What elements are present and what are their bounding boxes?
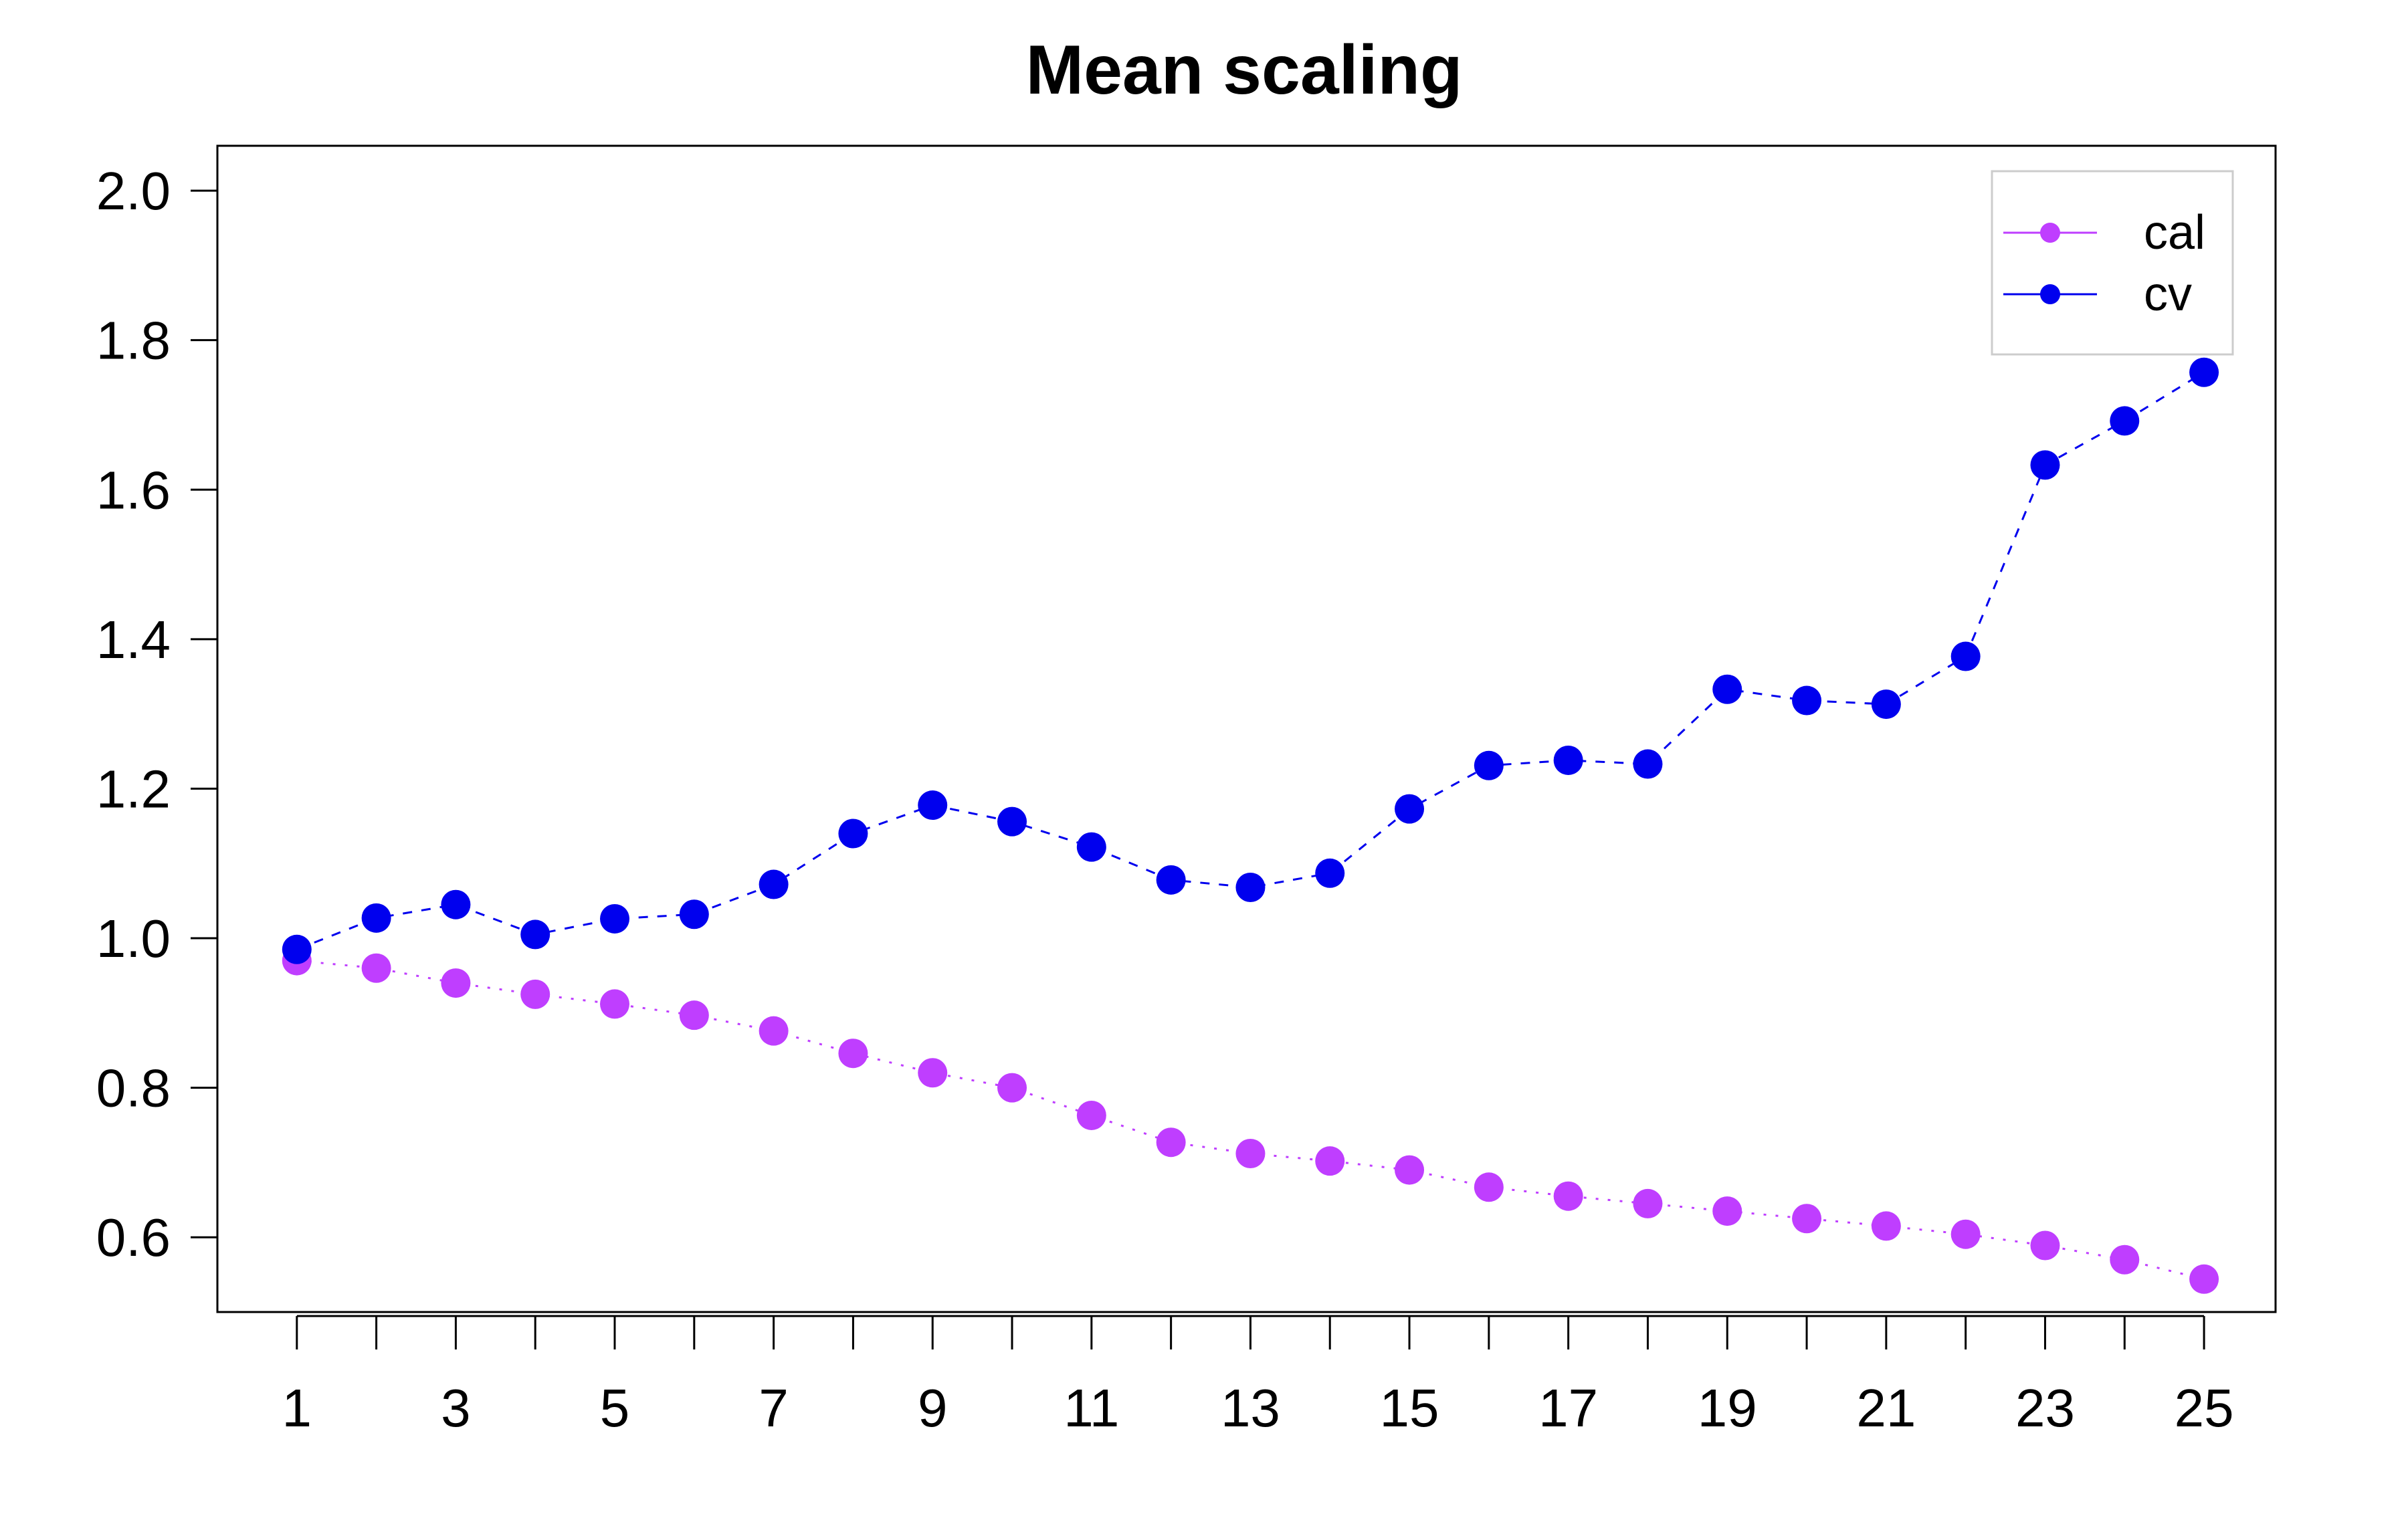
data-point-cv xyxy=(2110,406,2140,436)
data-point-cal xyxy=(1474,1172,1504,1202)
data-point-cv xyxy=(679,899,709,930)
data-point-cv xyxy=(1553,745,1583,775)
legend-box xyxy=(1991,170,2234,356)
data-point-cv xyxy=(1871,689,1901,720)
y-tick-label: 0.8 xyxy=(96,1059,171,1118)
series-line-cv xyxy=(296,371,2205,951)
data-point-cal xyxy=(1235,1138,1266,1168)
series-line-cal xyxy=(296,960,2205,1281)
x-tick-label: 15 xyxy=(1380,1378,1439,1438)
y-axis: 0.6 0.8 1.0 1.2 1.4 1.6 1.8 2.0 xyxy=(96,161,219,1267)
y-tick-label: 2.0 xyxy=(96,161,171,221)
data-point-cv xyxy=(2030,450,2060,480)
data-point-cal xyxy=(1633,1188,1663,1218)
data-point-cal xyxy=(1712,1196,1742,1226)
x-tick-label: 3 xyxy=(441,1378,471,1438)
chart-title: Mean scaling xyxy=(1025,31,1462,109)
data-point-cal xyxy=(679,1000,709,1030)
data-point-cv xyxy=(1950,641,1981,671)
data-point-cal xyxy=(1950,1219,1981,1249)
y-tick-label: 1.0 xyxy=(96,909,171,968)
data-point-cal xyxy=(600,989,630,1019)
data-point-cal xyxy=(838,1039,868,1069)
data-point-cv xyxy=(759,869,789,899)
data-point-cal xyxy=(1315,1146,1345,1176)
data-point-cal xyxy=(2030,1230,2060,1261)
data-point-cv xyxy=(1633,749,1663,779)
legend-label-cv: cv xyxy=(2144,267,2192,321)
x-axis: 1 3 5 7 9 11 13 15 17 19 21 23 25 xyxy=(282,1315,2234,1438)
data-point-cal xyxy=(1156,1127,1186,1158)
x-tick-label: 21 xyxy=(1856,1378,1916,1438)
y-tick-label: 0.6 xyxy=(96,1208,171,1267)
data-point-cv xyxy=(1315,858,1345,888)
x-tick-label: 7 xyxy=(759,1378,789,1438)
y-tick-label: 1.2 xyxy=(96,759,171,819)
x-tick-label: 25 xyxy=(2175,1378,2234,1438)
data-point-cal xyxy=(441,968,471,998)
data-point-cv xyxy=(1076,832,1106,862)
x-tick-label: 17 xyxy=(1538,1378,1598,1438)
data-point-cal xyxy=(1871,1211,1901,1241)
y-tick-label: 1.6 xyxy=(96,460,171,520)
x-tick-label: 19 xyxy=(1698,1378,1757,1438)
x-tick-label: 9 xyxy=(918,1378,948,1438)
data-point-cv xyxy=(441,889,471,919)
data-point-cv xyxy=(361,903,391,933)
data-point-cv xyxy=(2189,357,2219,387)
series-layer xyxy=(282,357,2219,1294)
x-tick-label: 11 xyxy=(1064,1378,1119,1438)
data-point-cal xyxy=(759,1016,789,1046)
data-point-cv xyxy=(1235,873,1266,903)
legend: cal cv xyxy=(1991,170,2234,356)
data-point-cv xyxy=(1156,865,1186,895)
legend-marker-cv xyxy=(2040,284,2060,304)
data-point-cal xyxy=(1553,1181,1583,1211)
data-point-cal xyxy=(997,1073,1027,1103)
y-tick-label: 1.4 xyxy=(96,610,171,669)
x-tick-label: 23 xyxy=(2015,1378,2075,1438)
data-point-cv xyxy=(282,934,312,964)
data-point-cv xyxy=(520,919,550,950)
x-tick-label: 1 xyxy=(282,1378,312,1438)
data-point-cv xyxy=(838,819,868,849)
y-tick-label: 1.8 xyxy=(96,311,171,370)
data-point-cv xyxy=(1474,750,1504,780)
legend-label-cal: cal xyxy=(2144,206,2205,259)
data-point-cv xyxy=(918,790,948,821)
legend-marker-cal xyxy=(2040,223,2060,243)
data-point-cv xyxy=(1792,685,1822,716)
data-point-cv xyxy=(600,903,630,934)
data-point-cal xyxy=(1076,1100,1106,1130)
data-point-cv xyxy=(1712,674,1742,704)
data-point-cal xyxy=(361,953,391,983)
data-point-cal xyxy=(1395,1155,1425,1185)
data-point-cal xyxy=(520,979,550,1009)
x-tick-label: 5 xyxy=(600,1378,630,1438)
data-point-cv xyxy=(997,806,1027,837)
data-point-cal xyxy=(2110,1244,2140,1275)
data-point-cv xyxy=(1395,794,1425,824)
x-tick-label: 13 xyxy=(1221,1378,1280,1438)
data-point-cal xyxy=(1792,1204,1822,1234)
plot-frame xyxy=(216,144,2277,1313)
data-point-cal xyxy=(918,1058,948,1088)
data-point-cal xyxy=(2189,1264,2219,1294)
